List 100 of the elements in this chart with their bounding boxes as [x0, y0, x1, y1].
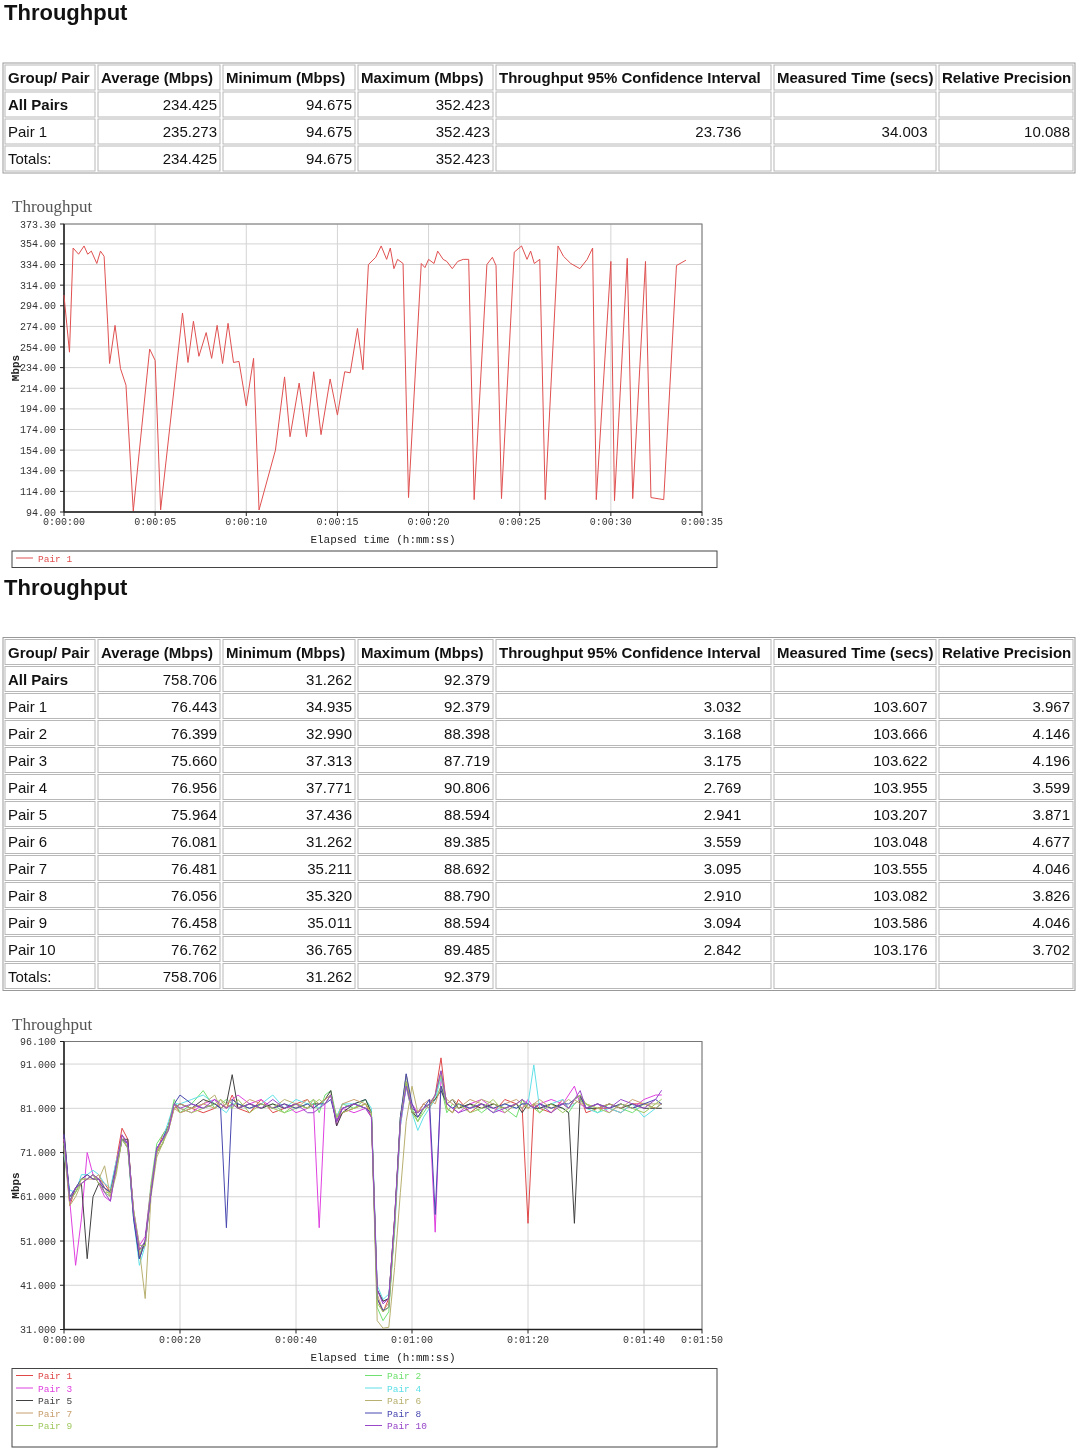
data-label: 76.081 — [171, 832, 217, 850]
y-tick-label: All Pairs — [8, 670, 69, 688]
x-tick-label: Maximum (Mbps) — [361, 69, 484, 86]
data-label: 75.964 — [171, 805, 217, 823]
data-label: 76.481 — [171, 859, 217, 877]
data-label: 94.675 — [306, 123, 352, 140]
x-tick-label: Measured Time (secs) — [777, 643, 934, 661]
x-axis-title: Elapsed time (h:mm:ss) — [310, 1351, 456, 1364]
data-label: 235.273 — [162, 123, 217, 140]
data-label: 34.003 — [881, 123, 928, 140]
data-label: 76.443 — [171, 697, 217, 715]
data-label: 4.046 — [1032, 859, 1070, 877]
data-label: 103.207 — [873, 805, 928, 823]
x-tick-label: 0:00:00 — [42, 1334, 86, 1346]
data-label: 103.955 — [873, 778, 928, 796]
data-label: 36.765 — [306, 940, 352, 958]
data-label: 90.806 — [444, 778, 490, 796]
data-label: 758.706 — [162, 967, 217, 985]
y-tick-label: 94.00 — [25, 507, 56, 519]
x-tick-label: 0:00:40 — [274, 1334, 318, 1346]
y-tick-label: Pair 2 — [8, 724, 48, 742]
y-tick-label: 354.00 — [19, 239, 56, 251]
legend-label: Pair 6 — [387, 1396, 422, 1407]
y-tick-label: Pair 10 — [8, 940, 56, 958]
y-tick-label: 314.00 — [19, 280, 56, 292]
x-tick-label: Relative Precision — [942, 69, 1072, 86]
data-label: 35.211 — [307, 859, 352, 877]
data-label: 89.485 — [444, 940, 490, 958]
data-label: 88.398 — [444, 724, 490, 742]
data-label: 3.175 — [703, 751, 742, 769]
y-tick-label: 81.000 — [19, 1103, 56, 1115]
x-tick-label: 0:00:35 — [680, 517, 724, 528]
y-tick-label: 174.00 — [19, 425, 56, 437]
data-label: 75.660 — [171, 751, 217, 769]
data-label: 32.990 — [306, 724, 352, 742]
x-tick-label: Minimum (Mbps) — [226, 643, 346, 661]
data-label: 103.048 — [873, 832, 928, 850]
y-tick-label: 254.00 — [19, 342, 56, 354]
data-label: 76.399 — [171, 724, 217, 742]
y-tick-label: Pair 1 — [8, 123, 48, 140]
x-tick-label: 0:00:25 — [498, 517, 541, 528]
data-label: 103.586 — [873, 913, 928, 931]
data-label: 35.320 — [306, 886, 352, 904]
data-label: 4.146 — [1032, 724, 1070, 742]
y-tick-label: Totals: — [8, 967, 52, 985]
y-tick-label: 294.00 — [19, 301, 56, 313]
y-tick-label: 96.100 — [19, 1037, 56, 1048]
x-tick-label: Throughput 95% Confidence Interval — [499, 643, 761, 661]
x-tick-label: Measured Time (secs) — [777, 69, 934, 86]
data-label: 234.425 — [162, 150, 217, 167]
y-axis-title: Group/ Pair — [8, 69, 90, 86]
data-label: 37.313 — [306, 751, 352, 769]
y-tick-label: 373.30 — [19, 219, 56, 231]
data-label: 76.956 — [171, 778, 217, 796]
data-label: 94.675 — [306, 96, 352, 113]
x-tick-label: Minimum (Mbps) — [226, 69, 346, 86]
data-label: 2.769 — [703, 778, 742, 796]
data-label: 31.262 — [306, 967, 352, 985]
data-label: 2.842 — [703, 940, 742, 958]
y-tick-label: Pair 1 — [8, 697, 48, 715]
y-tick-label: 134.00 — [19, 466, 56, 478]
data-label: 3.967 — [1032, 697, 1070, 715]
data-label: 103.622 — [873, 751, 928, 769]
data-label: 3.599 — [1032, 778, 1070, 796]
x-tick-label: 0:01:00 — [390, 1334, 434, 1346]
x-tick-label: Maximum (Mbps) — [361, 643, 484, 661]
data-label: 4.677 — [1032, 832, 1070, 850]
data-label: 31.262 — [306, 832, 352, 850]
data-label: 103.176 — [873, 940, 928, 958]
x-tick-label: 0:00:05 — [134, 517, 177, 528]
x-tick-label: 0:01:40 — [622, 1334, 666, 1346]
data-label: 2.910 — [703, 886, 742, 904]
data-label: 352.423 — [435, 123, 490, 140]
data-label: 3.702 — [1032, 940, 1070, 958]
x-tick-label: Average (Mbps) — [101, 69, 213, 86]
data-label: 103.607 — [873, 697, 928, 715]
data-label: 103.666 — [873, 724, 928, 742]
data-label: 352.423 — [435, 150, 490, 167]
x-tick-label: 0:00:30 — [589, 517, 632, 528]
chart-title: Throughput — [4, 0, 129, 25]
chart-title: Throughput — [12, 197, 93, 216]
data-label: 92.379 — [444, 697, 490, 715]
y-tick-label: 194.00 — [19, 404, 56, 416]
y-tick-label: 274.00 — [19, 321, 56, 333]
data-label: 92.379 — [444, 967, 490, 985]
data-label: 89.385 — [444, 832, 490, 850]
y-tick-label: 214.00 — [19, 383, 56, 395]
x-tick-label: 0:00:10 — [225, 517, 268, 528]
data-label: 234.425 — [162, 96, 217, 113]
y-tick-label: Pair 6 — [8, 832, 48, 850]
data-label: 3.871 — [1032, 805, 1070, 823]
data-label: 2.941 — [703, 805, 742, 823]
x-tick-label: 0:00:20 — [158, 1334, 202, 1346]
x-axis-title: Elapsed time (h:mm:ss) — [310, 534, 456, 546]
data-label: 88.790 — [444, 886, 490, 904]
data-label: 3.826 — [1032, 886, 1070, 904]
data-label: 758.706 — [162, 670, 217, 688]
y-tick-label: 154.00 — [19, 445, 56, 457]
y-tick-label: Totals: — [8, 150, 52, 167]
x-tick-label: Throughput 95% Confidence Interval — [499, 69, 761, 86]
